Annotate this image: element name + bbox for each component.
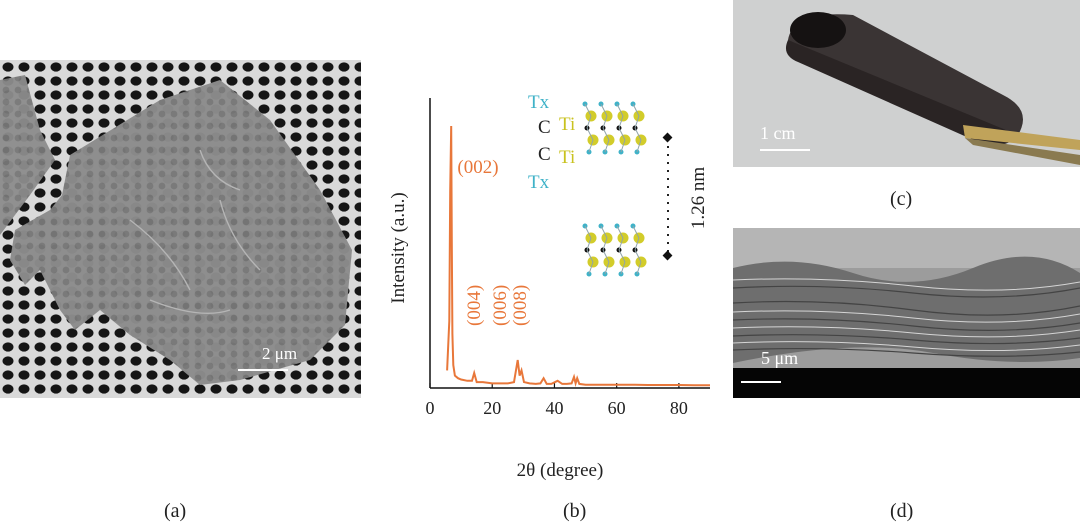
bond	[584, 225, 592, 239]
bond	[616, 225, 624, 239]
bond	[586, 115, 592, 129]
bond	[620, 261, 626, 275]
bond	[602, 249, 610, 263]
peak-label-008: (008)	[510, 285, 531, 326]
bond	[588, 139, 594, 153]
sem-image-a: 2 μm	[0, 60, 361, 398]
bond	[636, 139, 642, 153]
bond	[618, 237, 624, 251]
tx-atom	[586, 149, 592, 155]
bond	[586, 237, 592, 251]
bond	[632, 225, 640, 239]
bond	[602, 115, 608, 129]
peak-label-006: (006)	[490, 285, 511, 326]
structure-label-ti-1: Ti	[559, 114, 575, 135]
tx-atom	[602, 149, 608, 155]
interlayer-spacing-label: 1.26 nm	[688, 167, 709, 230]
bond	[632, 103, 640, 117]
x-tick-label: 0	[426, 398, 435, 418]
x-tick-label: 20	[483, 398, 501, 418]
scale-bar-label-a: 2 μm	[262, 344, 298, 363]
x-axis-label: 2θ (degree)	[517, 460, 604, 481]
bond	[634, 115, 640, 129]
bond	[634, 237, 640, 251]
bond	[584, 103, 592, 117]
panel-label-c: (c)	[890, 188, 913, 210]
bond	[604, 261, 610, 275]
structure-layer-bottom	[582, 223, 647, 277]
structure-label-ti-2: Ti	[559, 147, 575, 168]
bond	[616, 103, 624, 117]
panel-label-b: (b)	[563, 500, 587, 522]
bond	[602, 237, 608, 251]
structure-label-tx-bottom: Tx	[528, 172, 550, 193]
xrd-chart: 0 20 40 60 80 2θ (degree) Intensity (a.u.) (00…	[375, 88, 720, 488]
x-tick-label: 80	[670, 398, 688, 418]
spacing-marker-top	[662, 132, 673, 143]
peak-label-004: (004)	[464, 285, 485, 326]
x-tick-label: 40	[545, 398, 563, 418]
scale-bar-label-d: 5 μm	[761, 348, 799, 368]
panel-label-d: (d)	[890, 500, 914, 522]
xrd-series-line	[446, 125, 710, 388]
structure-layer-top	[582, 101, 647, 155]
bond	[586, 249, 594, 263]
structure-label-c-2: C	[538, 144, 551, 165]
bond	[588, 261, 594, 275]
sem-image-d: 5 μm	[732, 228, 1080, 398]
structure-label-tx-top: Tx	[528, 92, 550, 113]
bond	[600, 225, 608, 239]
bond	[604, 139, 610, 153]
structure-label-c-1: C	[538, 117, 551, 138]
bond	[618, 115, 624, 129]
bond	[634, 127, 642, 141]
tx-atom	[634, 149, 640, 155]
spacing-marker-bottom	[662, 250, 673, 261]
scale-bar-label-c: 1 cm	[760, 123, 796, 143]
photo-c: 1 cm	[733, 0, 1080, 167]
bond	[586, 127, 594, 141]
bond	[618, 249, 626, 263]
panel-label-a: (a)	[164, 500, 187, 522]
bond	[636, 261, 642, 275]
bond	[600, 103, 608, 117]
peak-label-002: (002)	[457, 157, 498, 178]
x-tick-label: 60	[608, 398, 626, 418]
y-axis-label: Intensity (a.u.)	[388, 192, 409, 303]
bond	[634, 249, 642, 263]
tx-atom	[618, 149, 624, 155]
bond	[602, 127, 610, 141]
bond	[620, 139, 626, 153]
bond	[618, 127, 626, 141]
